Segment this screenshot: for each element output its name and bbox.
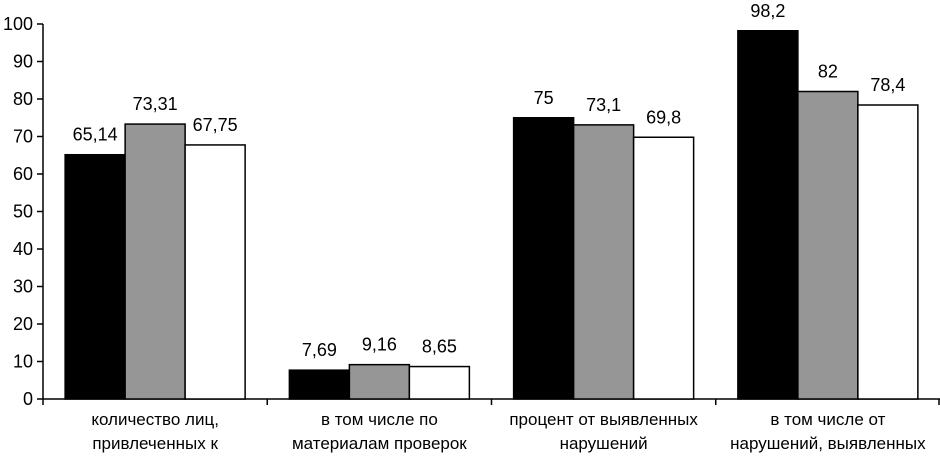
y-tick-label: 10 [13,352,33,372]
data-label: 69,8 [646,107,681,127]
y-tick-label: 20 [13,314,33,334]
data-label: 78,4 [870,75,905,95]
y-axis: 0 10 20 30 40 50 60 70 80 90 100 [3,14,44,409]
bar [64,153,126,400]
x-axis: количество лиц, привлеченных к в том числе… [42,398,940,453]
category-label: количество лиц, [91,410,219,429]
bar [408,365,471,400]
data-label: 82 [818,62,838,82]
category-label: в том числе от [770,410,885,429]
category-label: привлеченных к [92,434,218,453]
data-label: 7,69 [302,340,337,360]
y-tick-label: 70 [13,127,33,147]
data-label: 75 [534,88,554,108]
data-label: 73,31 [133,94,178,114]
y-tick-label: 40 [13,239,33,259]
data-label: 98,2 [750,1,785,21]
bar [184,144,246,400]
data-labels: 65,14 7,69 75 98,2 73,31 9,16 73,1 82 67,75 8,65 6… [73,1,906,360]
bar [124,123,186,400]
bar [797,90,859,400]
y-tick-label: 80 [13,89,33,109]
category-label: нарушений, выявленных [730,434,926,453]
bar [512,117,575,400]
y-tick-label: 50 [13,202,33,222]
y-tick-label: 100 [3,14,33,34]
bar [288,369,351,400]
data-label: 67,75 [193,115,238,135]
y-tick-label: 30 [13,277,33,297]
bars [64,30,919,400]
category-label: в том числе по [321,410,438,429]
y-tick-label: 90 [13,52,33,72]
data-label: 9,16 [362,335,397,355]
data-label: 73,1 [586,95,621,115]
bar [857,104,919,400]
y-tick-label: 60 [13,164,33,184]
category-label: нарушений [560,434,648,453]
bar [348,363,411,400]
data-label: 65,14 [73,125,118,145]
y-tick-label: 0 [23,389,33,409]
category-label: процент от выявленных [509,410,698,429]
category-label: материалам проверок [292,434,467,453]
data-label: 8,65 [422,337,457,357]
bar [572,124,635,400]
bar [737,30,799,400]
bar [632,136,695,400]
